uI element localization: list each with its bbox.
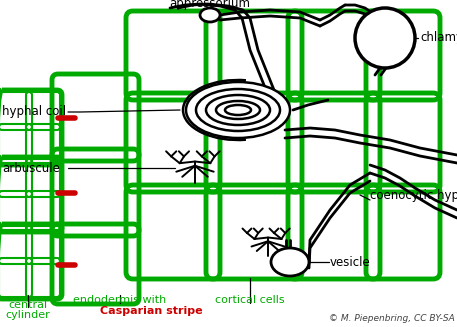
Ellipse shape [225,105,251,115]
Text: endodermis with: endodermis with [74,295,167,305]
Text: Casparian stripe: Casparian stripe [100,306,202,316]
Text: hyphal coil: hyphal coil [2,106,66,118]
Text: cortical cells: cortical cells [215,295,285,305]
Ellipse shape [271,248,309,276]
Text: coenocytic hypha: coenocytic hypha [370,188,457,201]
Text: central: central [8,300,48,310]
Text: cylinder: cylinder [5,310,50,320]
Ellipse shape [196,89,280,131]
Text: © M. Piepenbring, CC BY-SA: © M. Piepenbring, CC BY-SA [329,314,455,323]
Text: arbuscule: arbuscule [2,162,60,175]
Ellipse shape [216,101,260,119]
Text: vesicle: vesicle [330,255,371,268]
Ellipse shape [206,95,270,125]
Ellipse shape [186,82,290,138]
Ellipse shape [200,8,220,22]
Text: appressorium: appressorium [170,0,250,10]
Circle shape [355,8,415,68]
Text: chlamydospore: chlamydospore [420,31,457,44]
